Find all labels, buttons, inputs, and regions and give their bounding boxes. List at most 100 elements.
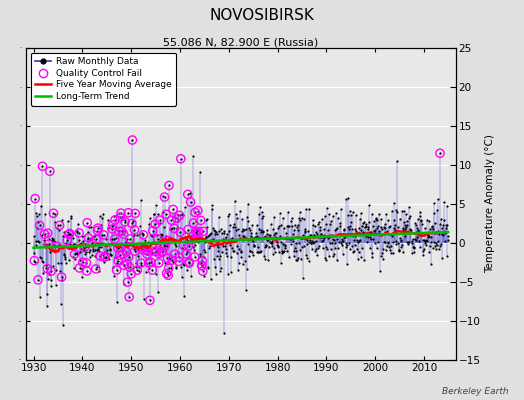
Text: NOVOSIBIRSK: NOVOSIBIRSK [210, 8, 314, 23]
Point [248, 237, 256, 244]
Point [237, 249, 246, 256]
Point [185, 259, 193, 265]
Point [260, 243, 269, 250]
Point [389, 217, 398, 224]
Point [104, 225, 113, 231]
Point [399, 225, 408, 232]
Point [169, 206, 177, 213]
Point [53, 225, 61, 231]
Point [165, 182, 173, 189]
Point [444, 233, 452, 239]
Point [162, 211, 170, 218]
Point [236, 207, 244, 214]
Point [119, 251, 127, 257]
Point [147, 250, 156, 256]
Point [145, 260, 153, 266]
Point [292, 224, 301, 230]
Point [134, 253, 143, 260]
Point [87, 235, 95, 242]
Point [318, 234, 326, 240]
Point [103, 250, 111, 256]
Point [423, 234, 432, 240]
Point [64, 218, 72, 224]
Point [91, 246, 100, 253]
Point [101, 255, 110, 261]
Point [347, 212, 355, 218]
Y-axis label: Temperature Anomaly (°C): Temperature Anomaly (°C) [485, 134, 495, 274]
Point [30, 258, 39, 265]
Point [243, 214, 251, 220]
Point [119, 231, 128, 237]
Point [212, 253, 221, 260]
Point [88, 240, 96, 246]
Point [345, 208, 354, 214]
Point [132, 260, 140, 266]
Point [239, 227, 248, 234]
Point [270, 245, 279, 252]
Point [360, 257, 368, 263]
Point [101, 248, 109, 255]
Point [94, 246, 102, 252]
Point [111, 217, 119, 223]
Point [377, 216, 385, 222]
Point [411, 229, 420, 236]
Point [78, 274, 86, 281]
Point [119, 262, 128, 268]
Point [392, 207, 401, 214]
Point [282, 234, 290, 240]
Point [362, 221, 370, 227]
Point [109, 264, 117, 270]
Point [246, 248, 254, 254]
Point [309, 222, 318, 228]
Point [34, 238, 42, 244]
Point [147, 232, 155, 238]
Point [421, 238, 429, 244]
Point [320, 235, 329, 242]
Point [125, 264, 134, 270]
Point [301, 226, 310, 232]
Point [353, 236, 361, 243]
Point [333, 236, 342, 242]
Point [193, 238, 202, 245]
Point [254, 210, 263, 217]
Point [169, 237, 178, 244]
Point [56, 222, 64, 229]
Point [297, 235, 305, 241]
Point [189, 220, 198, 226]
Point [424, 232, 432, 238]
Point [50, 242, 58, 248]
Point [119, 251, 127, 257]
Point [263, 237, 271, 244]
Point [250, 243, 259, 249]
Point [343, 242, 352, 248]
Point [176, 212, 184, 219]
Point [29, 250, 38, 256]
Point [73, 229, 81, 236]
Point [52, 266, 60, 273]
Point [139, 230, 147, 237]
Point [272, 230, 280, 236]
Point [259, 229, 267, 235]
Point [157, 233, 166, 240]
Point [287, 236, 295, 242]
Point [198, 262, 206, 269]
Point [156, 242, 165, 248]
Point [385, 224, 394, 230]
Point [252, 234, 260, 241]
Point [272, 233, 281, 240]
Point [188, 236, 196, 242]
Point [94, 248, 103, 254]
Point [204, 233, 213, 239]
Point [104, 217, 112, 224]
Point [342, 240, 351, 246]
Point [255, 249, 263, 255]
Point [65, 245, 73, 251]
Point [69, 235, 78, 241]
Point [74, 221, 82, 227]
Point [425, 226, 434, 232]
Point [278, 249, 286, 256]
Point [48, 234, 57, 241]
Point [144, 248, 152, 254]
Point [308, 246, 316, 252]
Point [250, 242, 258, 248]
